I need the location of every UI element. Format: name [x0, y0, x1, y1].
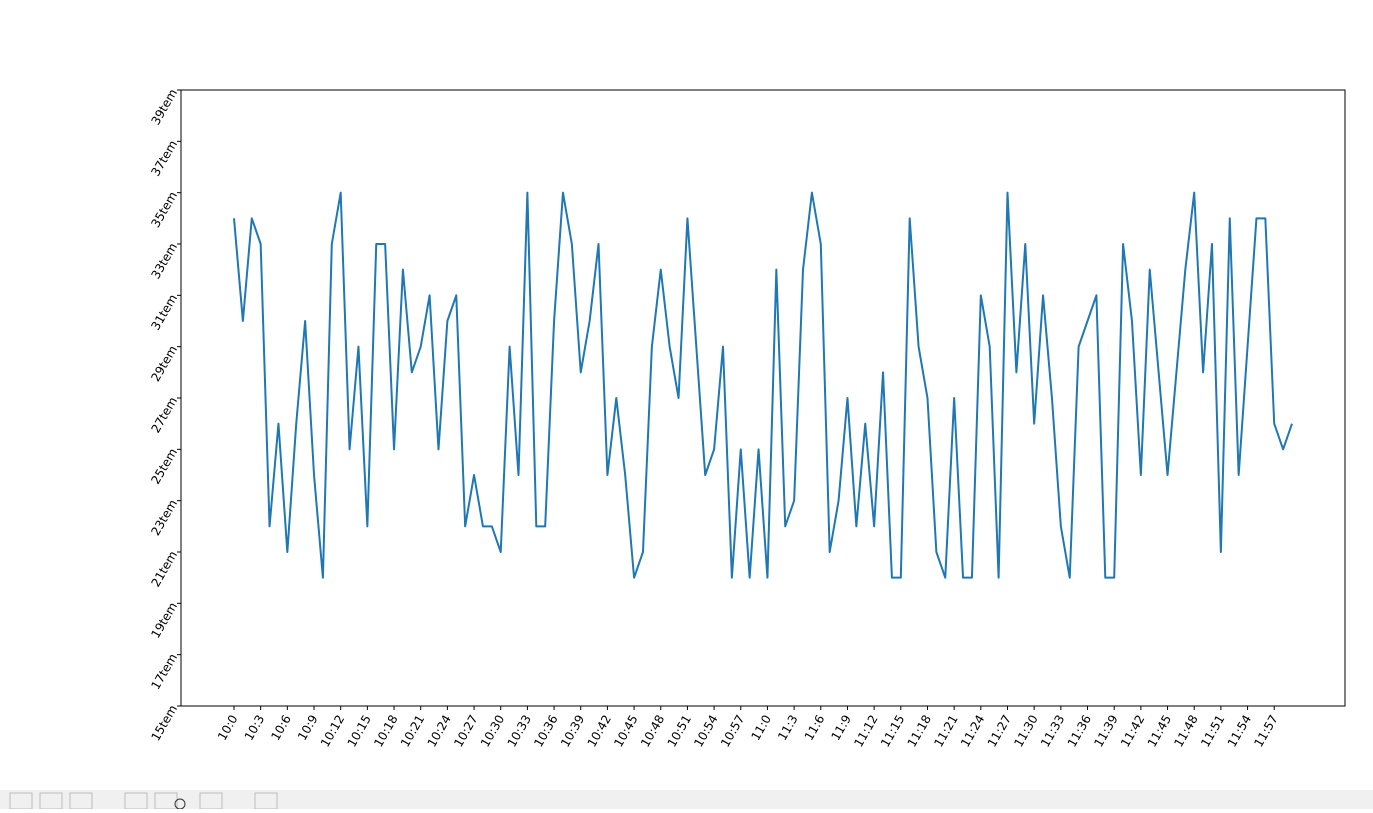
x-tick-label: 11:21 — [931, 713, 960, 750]
x-tick-label: 10:6 — [268, 713, 294, 743]
line — [233, 191, 1293, 579]
x-tick-label: 10:30 — [478, 713, 507, 750]
config-button[interactable] — [199, 792, 223, 810]
x-tick-label: 10:12 — [318, 713, 347, 750]
x-tick-label: 10:48 — [638, 713, 667, 750]
x-tick-label: 11:0 — [748, 713, 774, 743]
y-tick-label: 21tem — [148, 549, 180, 590]
y-tick-label: 31tem — [148, 292, 180, 333]
x-tick-label: 10:27 — [451, 713, 480, 750]
x-tick-label: 10:9 — [295, 713, 321, 743]
axes-frame — [180, 89, 1346, 707]
forward-button[interactable] — [69, 792, 93, 810]
x-tick-label: 11:9 — [828, 713, 854, 743]
toolbar — [0, 790, 1373, 810]
x-tick-label: 10:57 — [718, 713, 747, 750]
pan-button[interactable] — [124, 792, 148, 810]
x-tick-label: 10:51 — [665, 713, 694, 750]
x-tick-label: 10:0 — [215, 713, 241, 743]
x-tick-label: 10:33 — [505, 713, 534, 750]
y-tick-label: 35tem — [148, 189, 180, 230]
y-tick-label: 39tem — [148, 87, 180, 128]
chart: 15tem 17tem 19tem 21tem 23tem 25tem 27tem 29tem… — [148, 87, 1346, 750]
x-tick-label: 11:51 — [1198, 713, 1227, 750]
y-tick-label: 33tem — [148, 241, 180, 282]
y-tick-label: 17tem — [148, 651, 180, 692]
toolbar-icons — [9, 792, 278, 810]
x-tick-label: 11:57 — [1251, 713, 1280, 750]
x-tick-label: 11:39 — [1091, 713, 1120, 750]
x-tick-label: 11:42 — [1118, 713, 1147, 750]
x-tick-label: 11:12 — [851, 713, 880, 750]
x-tick-label: 11:33 — [1038, 713, 1067, 750]
x-tick-label: 11:24 — [958, 713, 987, 750]
y-tick-label: 15tem — [148, 703, 180, 744]
y-tick-label: 27tem — [148, 395, 180, 436]
x-tick-label: 11:36 — [1065, 713, 1094, 750]
x-tick-label: 10:45 — [611, 713, 640, 750]
x-tick-label: 10:39 — [558, 713, 587, 750]
x-tick-label: 11:48 — [1171, 713, 1200, 750]
x-tick-label: 11:54 — [1225, 713, 1254, 750]
y-tick-label: 29tem — [148, 343, 180, 384]
x-tick-label: 10:3 — [242, 713, 268, 743]
x-tick-label: 11:3 — [775, 713, 801, 743]
x-tick-label: 10:15 — [345, 713, 374, 750]
zoom-button[interactable] — [154, 792, 178, 810]
y-tick-label: 25tem — [148, 446, 180, 487]
y-tick-label: 19tem — [148, 600, 180, 641]
x-tick-label: 10:54 — [691, 713, 720, 750]
x-tick-label: 10:42 — [585, 713, 614, 750]
x-tick-label: 10:18 — [371, 713, 400, 750]
x-tick-label: 11:30 — [1011, 713, 1040, 750]
x-tick-label: 11:45 — [1145, 713, 1174, 750]
x-tick-label: 11:15 — [878, 713, 907, 750]
x-tick-label: 10:36 — [531, 713, 560, 750]
x-tick-label: 10:21 — [398, 713, 427, 750]
y-tick-label: 37tem — [148, 138, 180, 179]
x-tick-label: 11:18 — [905, 713, 934, 750]
save-button[interactable] — [254, 792, 278, 810]
y-tick-label: 23tem — [148, 497, 180, 538]
home-button[interactable] — [9, 792, 33, 810]
back-button[interactable] — [39, 792, 63, 810]
x-tick-label: 11:6 — [802, 713, 828, 743]
x-tick-label: 11:27 — [985, 713, 1014, 750]
x-tick-label: 10:24 — [425, 713, 454, 750]
